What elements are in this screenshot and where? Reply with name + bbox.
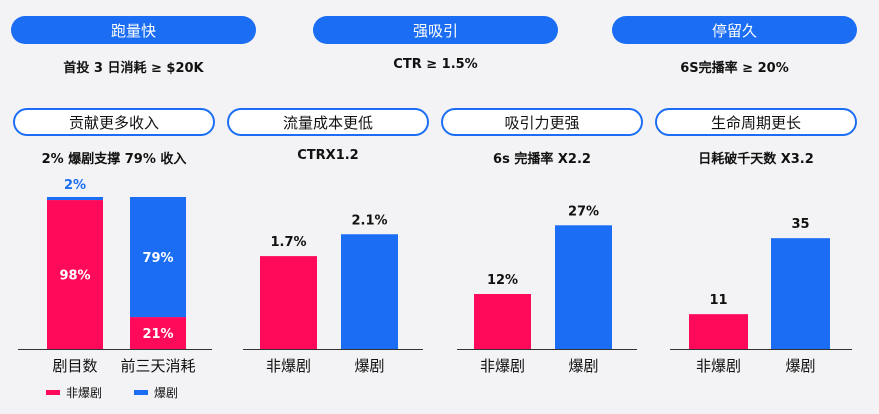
bar-hit xyxy=(555,225,612,349)
bar-non-hit xyxy=(260,256,317,349)
metric-speed-desc: 首投 3 日消耗 ≥ $20K xyxy=(63,61,204,76)
legend-label-non-hit: 非爆剧 xyxy=(66,386,102,400)
legend-swatch-non-hit xyxy=(46,390,60,395)
data-label: 98% xyxy=(59,269,90,284)
panel-caption-lifecycle: 日耗破千天数 X3.2 xyxy=(698,152,814,167)
data-label: 79% xyxy=(142,251,173,266)
panel-title-revenue-label: 贡献更多收入 xyxy=(68,113,159,132)
panel-title-lifecycle: 生命周期更长 xyxy=(655,108,857,136)
metric-pill-retention-label: 停留久 xyxy=(711,21,757,40)
bar-non-hit xyxy=(474,294,531,349)
panel-title-cost-label: 流量成本更低 xyxy=(282,113,373,132)
metric-pill-attraction: 强吸引 xyxy=(313,16,558,44)
panel-caption-cost: CTRX1.2 xyxy=(297,148,359,163)
bar-hit-0 xyxy=(47,197,103,201)
x-tick-label: 剧目数 xyxy=(52,357,97,375)
panel-caption-revenue: 2% 爆剧支撑 79% 收入 xyxy=(41,152,187,167)
data-label: 21% xyxy=(142,327,173,342)
bar-non-hit-0 xyxy=(47,200,103,349)
metric-pill-speed-label: 跑量快 xyxy=(110,21,156,40)
legend-swatch-hit xyxy=(134,390,148,395)
panel-title-attraction: 吸引力更强 xyxy=(441,108,643,136)
x-tick-label: 爆剧 xyxy=(568,357,598,375)
metric-attraction-desc: CTR ≥ 1.5% xyxy=(393,57,478,72)
data-label: 1.7% xyxy=(270,235,306,250)
x-tick-label: 非爆剧 xyxy=(480,357,525,375)
x-tick-label: 非爆剧 xyxy=(266,357,311,375)
metric-retention-desc: 6S完播率 ≥ 20% xyxy=(680,61,789,76)
data-label: 2.1% xyxy=(351,213,387,228)
legend-label-hit: 爆剧 xyxy=(154,386,178,400)
data-label: 12% xyxy=(487,273,518,288)
panel-caption-attraction: 6s 完播率 X2.2 xyxy=(493,152,591,167)
metric-pill-attraction-label: 强吸引 xyxy=(412,21,458,40)
x-tick-label: 爆剧 xyxy=(785,357,815,375)
bar-non-hit-1 xyxy=(130,317,186,349)
panel-title-lifecycle-label: 生命周期更长 xyxy=(710,113,801,132)
data-label: 11 xyxy=(709,293,727,308)
data-label: 2% xyxy=(64,178,86,193)
bar-non-hit xyxy=(689,314,748,349)
bar-hit xyxy=(771,238,830,349)
metric-pill-retention: 停留久 xyxy=(612,16,857,44)
x-tick-label: 爆剧 xyxy=(354,357,384,375)
bar-hit xyxy=(341,234,398,349)
panel-title-attraction-label: 吸引力更强 xyxy=(504,113,580,132)
data-label: 27% xyxy=(568,204,599,219)
bar-hit-1 xyxy=(130,197,186,318)
metric-pill-speed: 跑量快 xyxy=(11,16,256,44)
panel-title-cost: 流量成本更低 xyxy=(227,108,429,136)
panel-title-revenue: 贡献更多收入 xyxy=(13,108,215,136)
x-tick-label: 非爆剧 xyxy=(696,357,741,375)
data-label: 35 xyxy=(791,217,809,232)
x-tick-label: 前三天消耗 xyxy=(120,357,195,375)
